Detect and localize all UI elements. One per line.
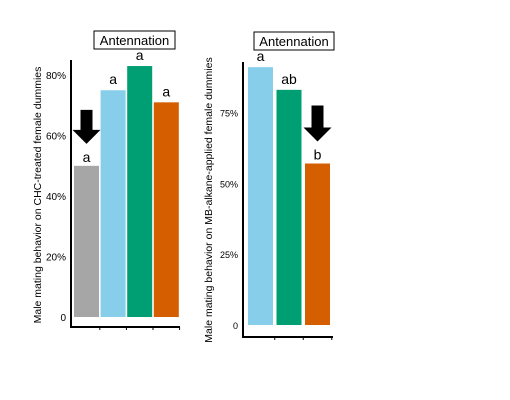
chart-2-y-tick-label: 75% xyxy=(220,109,238,119)
chart-2-y-axis-label: Male mating behavior on MB-alkane-applie… xyxy=(203,57,215,342)
chart-1-significance-label: a xyxy=(109,71,117,87)
down-arrow-icon xyxy=(303,105,332,142)
chart-panel-2: Antennation Male mating behavior on MB-a… xyxy=(203,31,335,343)
chart-1-bar xyxy=(153,102,179,318)
chart-2-bar xyxy=(276,89,302,325)
chart-2-title-box xyxy=(253,31,335,51)
chart-1-bar xyxy=(74,165,99,317)
chart-1-y-tick-label: 60% xyxy=(46,132,66,143)
chart-2-significance-label: ab xyxy=(281,71,297,87)
chart-1-title-box xyxy=(93,30,176,50)
chart-1-y-tick-label: 80% xyxy=(46,71,66,82)
chart-2-significance-label: b xyxy=(314,147,322,163)
chart-1-bar xyxy=(127,66,153,317)
chart-panel-1: Antennation Male mating behavior on CHC-… xyxy=(32,30,181,330)
chart-1-bar xyxy=(100,90,126,317)
chart-1-significance-label: a xyxy=(136,47,144,63)
down-arrow-icon xyxy=(72,109,101,144)
chart-2-title: Antennation xyxy=(259,34,328,49)
chart-2-y-tick-label: 0 xyxy=(233,321,238,331)
chart-1-significance-label: a xyxy=(83,149,91,165)
chart-1-title: Antennation xyxy=(100,33,169,48)
chart-1-y-axis-label: Male mating behavior on CHC-treated fema… xyxy=(32,67,44,324)
chart-1-y-tick-label: 40% xyxy=(46,192,66,203)
chart-1-y-tick-label: 0 xyxy=(60,313,66,324)
chart-2-y-tick-label: 25% xyxy=(220,250,238,260)
chart-2-y-tick-label: 50% xyxy=(220,179,238,189)
chart-2-bar xyxy=(305,163,330,325)
chart-2-significance-label: a xyxy=(257,48,265,64)
chart-1-significance-label: a xyxy=(162,83,170,99)
chart-1-y-tick-label: 20% xyxy=(46,253,66,264)
chart-2-bar xyxy=(248,67,273,326)
